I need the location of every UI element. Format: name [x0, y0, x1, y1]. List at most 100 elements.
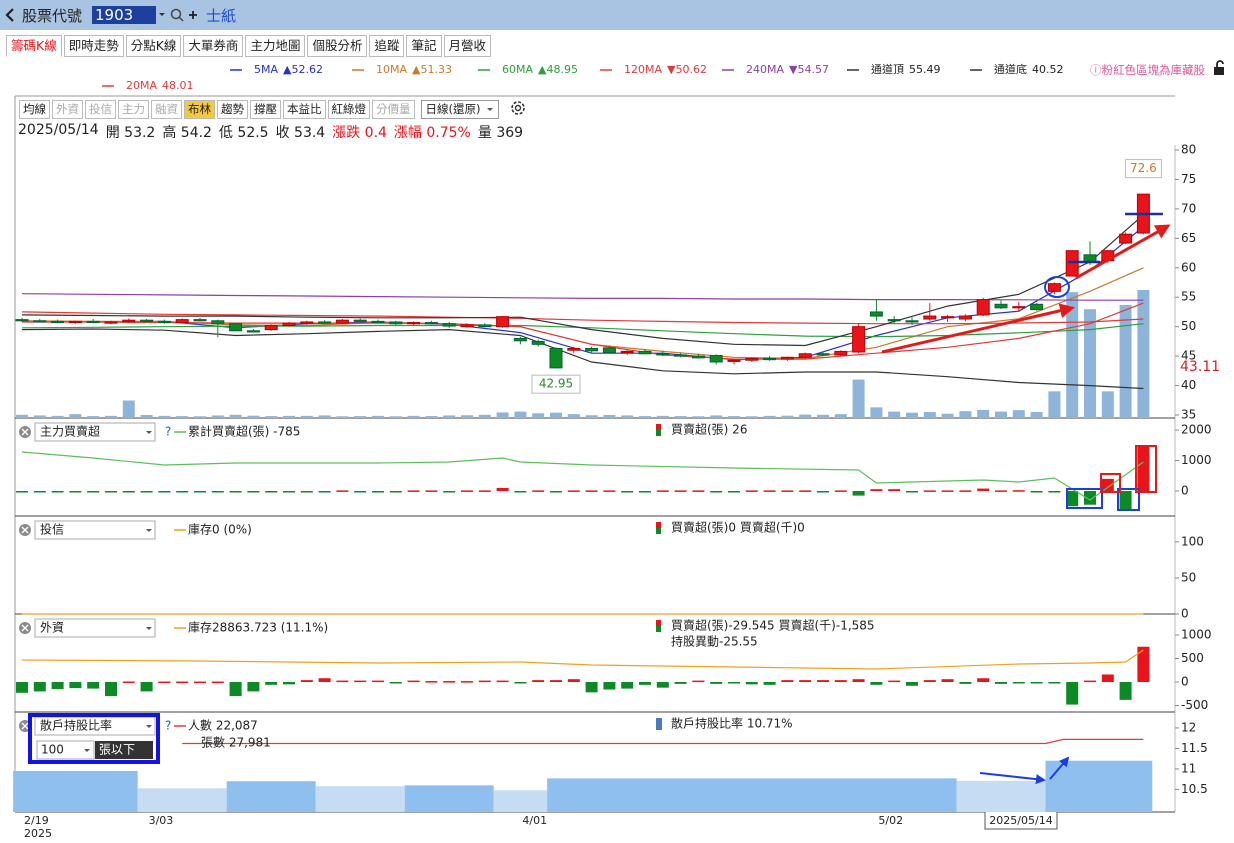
toolbar-button[interactable]: 主力 [118, 100, 149, 119]
tab[interactable]: 個股分析 [307, 35, 368, 57]
red-box [1135, 445, 1157, 493]
candle-body [869, 311, 883, 317]
bar [799, 490, 812, 492]
toolbar-button[interactable]: 外資 [52, 100, 83, 119]
bar [336, 680, 349, 683]
legend-value: ▲52.62 [283, 63, 323, 76]
bar [834, 680, 847, 683]
unit: 張以下 [99, 743, 135, 757]
y-tick-label: 1000 [1181, 627, 1212, 641]
volume-bar [354, 416, 367, 418]
legend-entry: 庫存28863.723 (11.1%) [188, 621, 328, 635]
candle-body [86, 320, 100, 324]
x-tick-label: 5/02 [878, 814, 903, 827]
volume-bar [550, 412, 562, 418]
bar [87, 682, 100, 689]
bar [728, 491, 740, 493]
tab[interactable]: 籌碼K線 [6, 35, 62, 57]
legend-name: 60MA [502, 63, 533, 76]
bar [318, 678, 331, 683]
volume-bar [603, 415, 616, 418]
bar [389, 682, 402, 684]
search-icon[interactable] [156, 5, 200, 25]
legend-value: 40.52 [1032, 63, 1064, 76]
volume-bar [247, 415, 260, 418]
bar [728, 682, 740, 684]
cursor-label: 2025/05/14 [989, 814, 1052, 827]
bar [567, 490, 580, 492]
bar [1101, 674, 1114, 683]
tab[interactable]: 月營收 [443, 35, 492, 57]
tab[interactable]: 即時走勢 [63, 35, 124, 57]
tab[interactable]: 大單券商 [183, 35, 244, 57]
close-icon-x [21, 428, 29, 436]
back-icon[interactable] [0, 5, 22, 25]
toolbar-button[interactable]: 分價量 [372, 100, 415, 119]
bar [372, 491, 384, 493]
candle-body [834, 350, 848, 356]
stock-code-input[interactable]: 1903 [92, 6, 157, 24]
volume-bar [923, 412, 936, 418]
info-field: 收 53.4 [276, 122, 326, 142]
toolbar-button[interactable]: 本益比 [283, 100, 326, 119]
bar [959, 682, 972, 684]
toolbar-button[interactable]: 撐壓 [250, 100, 281, 119]
legend-right: 買賣超(張)-29.545 買賣超(千)-1,585 [671, 618, 875, 633]
legend-name: 通道頂 [871, 62, 904, 76]
candle-body [282, 322, 296, 326]
legend-entry: 20MA 48.01 [126, 79, 194, 92]
volume-bar [158, 415, 171, 418]
bar [906, 682, 918, 686]
candle-body [602, 347, 616, 354]
bar [211, 491, 224, 493]
period-dropdown[interactable]: 日線(還原) [420, 100, 500, 119]
bar [247, 682, 260, 692]
toolbar-button[interactable]: 紅綠燈 [327, 100, 370, 119]
toolbar-button[interactable]: 趨勢 [217, 100, 248, 119]
info-value: 0.75% [426, 125, 471, 141]
candle-body [905, 320, 919, 323]
x-tick-label: 4/01 [522, 814, 547, 827]
series-line [21, 451, 1144, 501]
bar [550, 680, 562, 683]
volume-bar [585, 415, 598, 418]
volume-bar [728, 416, 740, 418]
bar [372, 680, 384, 683]
volume-bar [1119, 304, 1132, 418]
settings-icon[interactable] [509, 99, 527, 120]
candle-body [211, 320, 225, 325]
tab[interactable]: 追蹤 [369, 35, 405, 57]
candle-body [674, 354, 688, 357]
bar [140, 682, 153, 692]
info-label: 開 [105, 125, 120, 141]
lock-icon[interactable] [1212, 60, 1228, 76]
bar [656, 490, 669, 492]
bar [211, 681, 224, 684]
y-tick-label: 50 [1181, 570, 1196, 584]
toolbar-button[interactable]: 投信 [85, 100, 116, 119]
tab[interactable]: 分點K線 [125, 35, 182, 57]
legend-name: 240MA [746, 63, 784, 76]
bar [51, 491, 64, 493]
bar [1066, 491, 1079, 507]
bar [817, 491, 829, 493]
selector [34, 618, 156, 638]
volume-bar [265, 416, 278, 418]
candle-body [691, 355, 705, 359]
toolbar-button[interactable]: 均線 [19, 100, 50, 119]
bar [977, 678, 990, 683]
bar [1066, 682, 1079, 705]
tab[interactable]: 筆記 [406, 35, 442, 57]
info-field: 開 53.2 [106, 122, 156, 142]
series-line [21, 328, 1144, 390]
tab[interactable]: 主力地圖 [245, 35, 306, 57]
bar [443, 681, 456, 683]
legend-swatch [656, 522, 661, 528]
legend-name: 10MA [376, 63, 407, 76]
volume-bar [16, 414, 28, 418]
y-tick-label: 70 [1181, 201, 1196, 215]
toolbar-button[interactable]: 融資 [151, 100, 182, 119]
info-value: 53.4 [294, 125, 326, 141]
toolbar-button[interactable]: 布林 [184, 100, 215, 119]
